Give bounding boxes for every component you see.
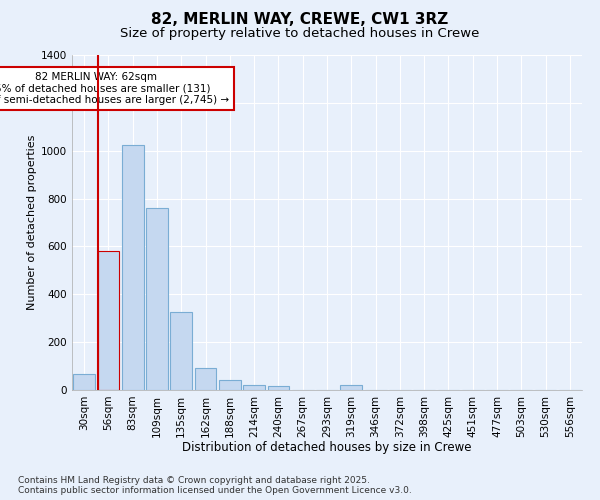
Bar bbox=[73, 374, 95, 390]
Bar bbox=[219, 380, 241, 390]
Text: Size of property relative to detached houses in Crewe: Size of property relative to detached ho… bbox=[121, 28, 479, 40]
Bar bbox=[146, 208, 168, 390]
Bar bbox=[268, 386, 289, 390]
Bar bbox=[243, 384, 265, 390]
X-axis label: Distribution of detached houses by size in Crewe: Distribution of detached houses by size … bbox=[182, 441, 472, 454]
Bar bbox=[122, 144, 143, 390]
Bar bbox=[97, 251, 119, 390]
Bar bbox=[170, 312, 192, 390]
Text: Contains HM Land Registry data © Crown copyright and database right 2025.
Contai: Contains HM Land Registry data © Crown c… bbox=[18, 476, 412, 495]
Bar bbox=[194, 368, 217, 390]
Text: 82, MERLIN WAY, CREWE, CW1 3RZ: 82, MERLIN WAY, CREWE, CW1 3RZ bbox=[151, 12, 449, 28]
Y-axis label: Number of detached properties: Number of detached properties bbox=[27, 135, 37, 310]
Bar bbox=[340, 385, 362, 390]
Text: 82 MERLIN WAY: 62sqm
← 5% of detached houses are smaller (131)
95% of semi-detac: 82 MERLIN WAY: 62sqm ← 5% of detached ho… bbox=[0, 72, 229, 105]
